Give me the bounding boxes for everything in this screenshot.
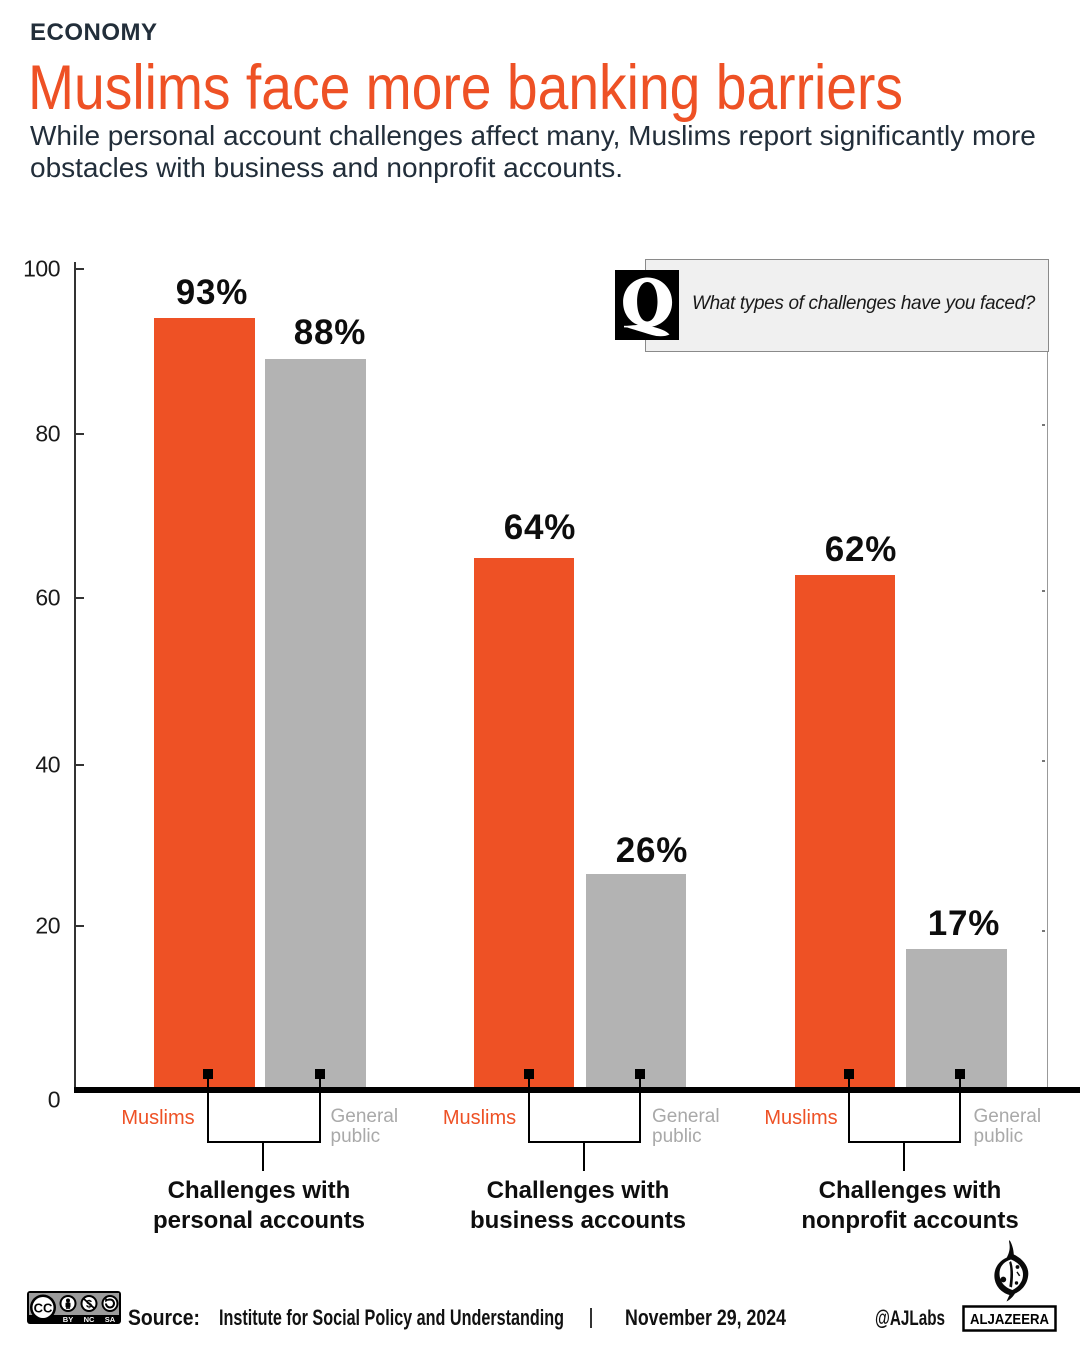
- svg-text:NC: NC: [84, 1315, 95, 1324]
- svg-text:Muslims face more banking barr: Muslims face more banking barriers: [28, 53, 903, 123]
- svg-text:@AJLabs: @AJLabs: [875, 1307, 945, 1330]
- svg-text:ALJAZEERA: ALJAZEERA: [970, 1311, 1049, 1328]
- svg-text:Source:: Source:: [128, 1305, 200, 1330]
- svg-text:November 29, 2024: November 29, 2024: [625, 1305, 787, 1330]
- svg-text:BY: BY: [63, 1315, 73, 1324]
- svg-text:SA: SA: [105, 1315, 116, 1324]
- svg-text:CC: CC: [34, 1301, 53, 1316]
- svg-text:Institute for Social Policy an: Institute for Social Policy and Understa…: [219, 1305, 564, 1330]
